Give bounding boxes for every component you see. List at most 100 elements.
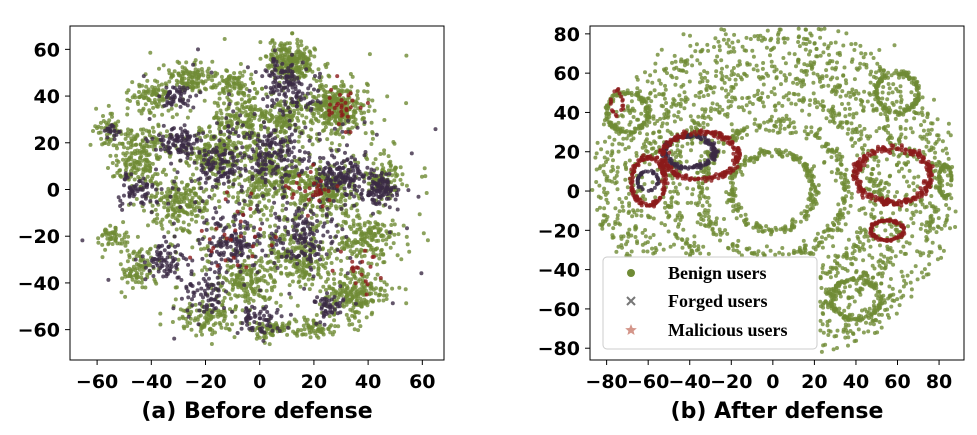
point-benign: [283, 265, 288, 270]
point-forged: [291, 145, 296, 150]
point-forged: [308, 209, 313, 214]
point-forged: [185, 308, 190, 313]
point-forged: [329, 178, 333, 183]
point-forged: [122, 183, 126, 188]
point-forged: [290, 52, 294, 57]
point-benign: [236, 116, 241, 121]
point-benign: [359, 254, 364, 259]
point-benign: [328, 212, 333, 217]
point-benign: [275, 118, 280, 123]
point-benign: [253, 104, 258, 109]
point-benign: [173, 297, 178, 302]
point-benign: [326, 193, 331, 198]
point-benign: [222, 91, 227, 95]
point-benign: [287, 48, 292, 53]
point-benign: [336, 199, 341, 204]
point-forged: [262, 317, 267, 322]
point-forged: [295, 104, 299, 109]
point-forged: [201, 295, 205, 300]
point-benign: [388, 163, 393, 168]
point-benign: [161, 98, 165, 103]
point-benign: [164, 172, 168, 177]
point-benign: [339, 267, 344, 272]
point-benign: [339, 88, 344, 93]
point-benign: [381, 260, 386, 265]
point-forged: [372, 168, 377, 173]
point-benign: [404, 101, 409, 106]
point-benign: [392, 222, 397, 227]
point-benign: [377, 298, 381, 303]
point-benign: [101, 114, 105, 118]
point-forged: [120, 207, 125, 212]
point-benign: [185, 212, 190, 217]
point-forged: [293, 212, 298, 217]
point-forged: [150, 136, 155, 141]
point-forged: [341, 297, 346, 302]
point-benign: [352, 274, 357, 279]
point-benign: [288, 238, 293, 242]
point-forged: [285, 249, 290, 254]
point-benign: [334, 193, 339, 198]
point-benign: [243, 110, 248, 114]
point-benign: [171, 202, 176, 207]
point-benign: [155, 156, 160, 161]
point-benign: [331, 277, 336, 282]
point-forged: [310, 231, 315, 235]
point-benign: [106, 166, 110, 170]
point-benign: [217, 321, 222, 325]
point-benign: [316, 111, 321, 115]
point-forged: [389, 188, 394, 193]
point-benign: [103, 141, 108, 145]
point-forged: [192, 133, 197, 138]
point-benign: [136, 280, 141, 285]
point-benign: [287, 322, 292, 326]
point-benign: [311, 265, 316, 270]
point-benign: [160, 112, 165, 117]
point-benign: [321, 284, 326, 289]
point-benign: [251, 288, 256, 293]
point-benign: [279, 292, 283, 297]
point-benign: [278, 263, 283, 268]
point-benign: [384, 297, 389, 301]
point-forged: [353, 157, 357, 162]
point-benign: [285, 41, 290, 46]
point-forged: [166, 93, 170, 98]
point-benign: [278, 130, 283, 134]
point-benign: [248, 97, 253, 102]
point-benign: [167, 79, 172, 84]
point-benign: [233, 293, 238, 298]
point-benign: [200, 299, 205, 304]
point-forged: [157, 133, 161, 138]
point-benign: [267, 198, 271, 203]
point-benign: [257, 335, 262, 340]
point-benign: [261, 295, 266, 300]
point-benign: [359, 282, 364, 286]
point-forged: [122, 193, 126, 198]
point-forged: [286, 325, 290, 330]
point-forged: [284, 94, 288, 99]
point-benign: [308, 335, 313, 340]
point-benign: [297, 274, 302, 279]
point-forged: [186, 98, 191, 103]
point-benign: [164, 89, 168, 94]
point-benign: [304, 270, 309, 275]
point-forged: [340, 227, 345, 232]
point-benign: [270, 38, 275, 43]
point-forged: [372, 198, 377, 203]
point-benign: [185, 228, 190, 233]
point-benign: [125, 146, 130, 151]
point-benign: [133, 142, 138, 147]
point-benign: [280, 232, 285, 237]
point-benign: [367, 235, 372, 240]
point-benign: [171, 212, 176, 217]
point-benign: [181, 193, 186, 198]
point-benign: [242, 69, 247, 74]
point-benign: [284, 271, 289, 276]
point-forged: [289, 249, 294, 254]
point-benign: [258, 294, 262, 298]
point-benign: [295, 268, 300, 273]
point-benign: [150, 203, 155, 208]
point-benign: [212, 115, 217, 120]
point-forged: [116, 195, 121, 200]
